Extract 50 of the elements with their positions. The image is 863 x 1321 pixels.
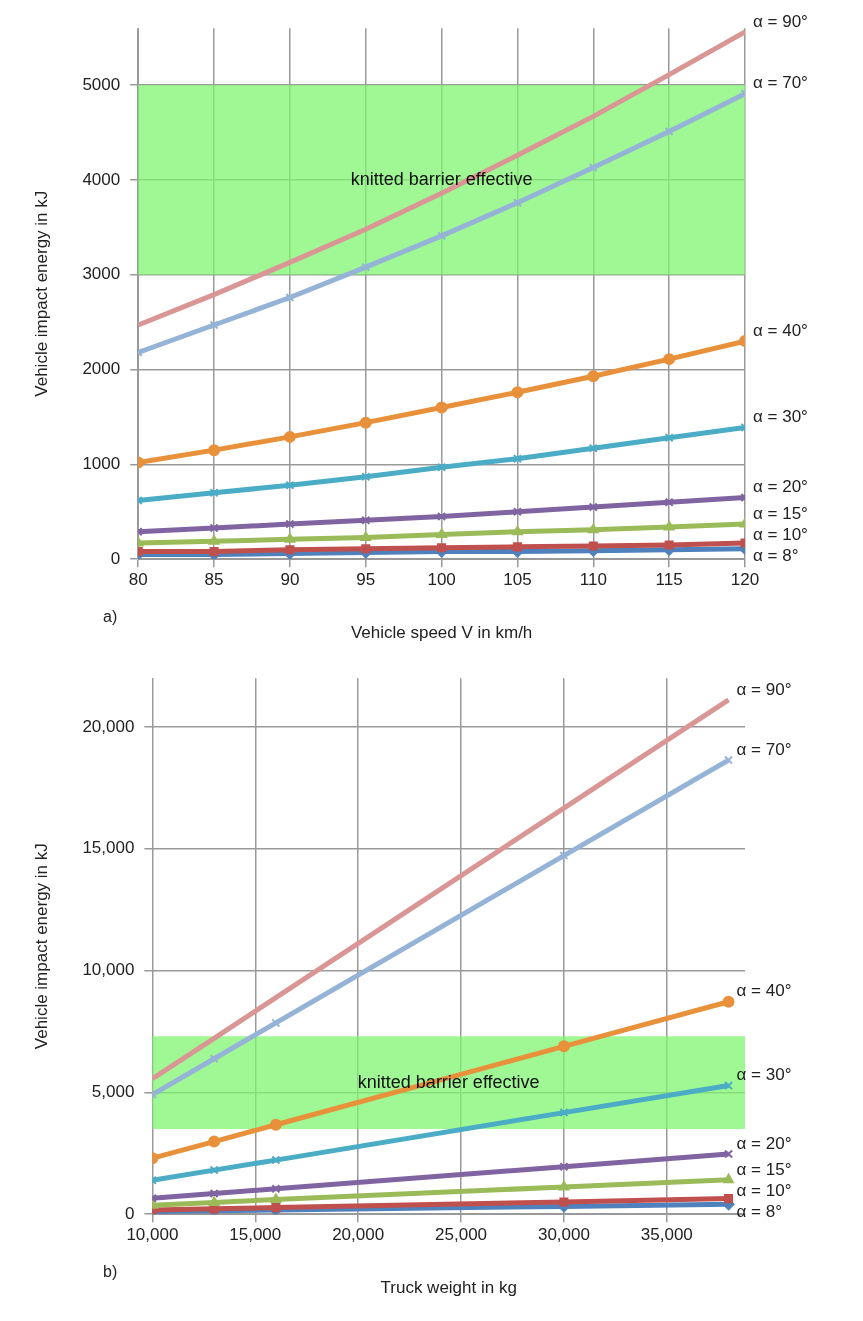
x-tick-label: 30,000 (537, 1225, 590, 1245)
y-tick-label: 5,000 (91, 1082, 135, 1102)
x-tick-label: 95 (356, 570, 376, 590)
x-tick-label: 80 (128, 570, 148, 590)
y-tick-label: 1000 (82, 454, 121, 474)
series-label: α = 30° (736, 1065, 792, 1085)
series-label: α = 70° (736, 739, 792, 759)
y-axis-title: Vehicle impact energy in kJ (31, 843, 51, 1050)
x-tick-label: 110 (579, 570, 607, 590)
x-tick-label: 10,000 (126, 1225, 179, 1245)
band-label: knitted barrier effective (357, 1071, 540, 1092)
x-tick-label: 15,000 (229, 1225, 282, 1245)
series-label: α = 70° (753, 73, 808, 93)
series-label: α = 40° (736, 981, 792, 1001)
x-axis-title: Vehicle speed V in km/h (350, 623, 533, 643)
band-label: knitted barrier effective (350, 168, 533, 189)
text: a) (103, 607, 118, 625)
series-label: α = 10° (736, 1180, 792, 1200)
series-label: α = 20° (753, 477, 808, 497)
x-tick-label: 85 (204, 570, 224, 590)
x-tick-label: 35,000 (640, 1225, 693, 1245)
series-label: α = 30° (753, 407, 808, 427)
series-label: α = 8° (753, 545, 799, 565)
x-tick-label: 20,000 (332, 1225, 385, 1245)
x-tick-label: 25,000 (435, 1225, 488, 1245)
y-tick-label: 0 (124, 1203, 135, 1223)
series-label: α = 40° (753, 320, 808, 340)
series-label: α = 15° (753, 503, 808, 523)
y-tick-label: 10,000 (82, 960, 135, 980)
x-tick-label: 100 (427, 570, 456, 590)
series-label: α = 90° (736, 679, 792, 699)
x-tick-label: 120 (730, 570, 760, 590)
x-axis-title: Truck weight in kg (380, 1278, 517, 1298)
series-label: α = 8° (736, 1201, 783, 1221)
y-axis-title: Vehicle impact energy in kJ (31, 190, 51, 397)
y-tick-label: 2000 (82, 359, 121, 379)
x-tick-label: 105 (503, 570, 532, 590)
y-tick-label: 0 (110, 548, 121, 568)
x-tick-label: 90 (280, 570, 300, 590)
text: b) (103, 1262, 118, 1280)
series-label: α = 15° (736, 1159, 792, 1179)
series-label: α = 20° (736, 1133, 792, 1153)
x-tick-label: 115 (655, 570, 683, 590)
y-tick-label: 3000 (82, 264, 121, 284)
series-label: α = 90° (753, 11, 808, 31)
y-tick-label: 20,000 (82, 716, 135, 736)
y-tick-label: 15,000 (82, 838, 135, 858)
y-tick-label: 5000 (82, 74, 121, 94)
y-tick-label: 4000 (82, 169, 121, 189)
series-label: α = 10° (753, 524, 808, 544)
